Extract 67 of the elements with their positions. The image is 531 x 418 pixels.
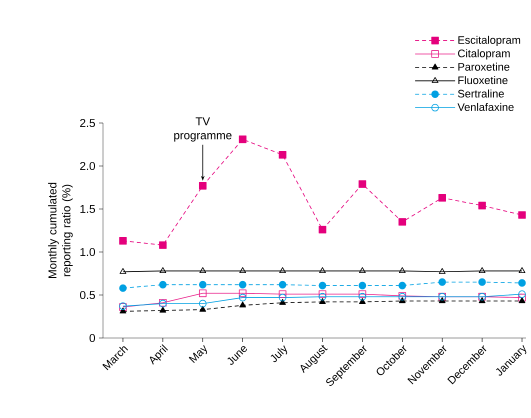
point bbox=[319, 267, 326, 274]
point bbox=[478, 278, 486, 286]
point bbox=[518, 279, 526, 287]
point bbox=[518, 211, 526, 219]
point bbox=[238, 294, 246, 302]
legend-label: Citalopram bbox=[458, 49, 510, 60]
point bbox=[318, 292, 326, 301]
point bbox=[198, 300, 207, 308]
point bbox=[398, 267, 406, 274]
point bbox=[119, 284, 127, 292]
point bbox=[278, 290, 286, 298]
point bbox=[518, 297, 526, 304]
point bbox=[159, 241, 167, 249]
point bbox=[358, 292, 366, 301]
point bbox=[478, 267, 486, 274]
point bbox=[238, 136, 246, 144]
annotation: TV programme bbox=[174, 117, 232, 142]
point bbox=[358, 180, 366, 188]
point bbox=[518, 294, 526, 302]
point bbox=[319, 298, 326, 304]
point bbox=[239, 302, 246, 308]
point bbox=[478, 202, 486, 210]
point bbox=[159, 280, 167, 288]
point bbox=[238, 289, 246, 298]
x-tick-label: May bbox=[188, 344, 208, 364]
point bbox=[518, 267, 526, 274]
y-tick-label: 1.5 bbox=[80, 205, 95, 213]
point bbox=[438, 194, 446, 202]
point bbox=[160, 306, 166, 313]
legend-label: Escitalopram bbox=[458, 36, 520, 46]
point bbox=[238, 280, 246, 288]
y-tick-label: 0 bbox=[90, 334, 96, 342]
point bbox=[359, 298, 366, 304]
point bbox=[438, 268, 446, 274]
point bbox=[278, 280, 286, 288]
point bbox=[278, 294, 286, 302]
y-tick-label: 1.0 bbox=[80, 248, 96, 256]
point bbox=[119, 237, 127, 245]
y-tick-label: 2.0 bbox=[80, 162, 96, 170]
point bbox=[359, 267, 366, 274]
point bbox=[318, 282, 326, 290]
point bbox=[438, 278, 446, 286]
point bbox=[160, 267, 166, 274]
point bbox=[358, 290, 366, 298]
y-axis-title: Monthly cumulated reporting ratio (%) bbox=[48, 182, 73, 278]
point bbox=[398, 218, 406, 226]
point bbox=[198, 289, 207, 298]
legend-label: Venlafaxine bbox=[458, 102, 514, 111]
x-tick-label: July bbox=[270, 345, 288, 362]
point bbox=[239, 267, 246, 274]
point bbox=[518, 290, 526, 298]
legend-label: Fluoxetine bbox=[458, 76, 508, 84]
point bbox=[358, 282, 366, 290]
legend-label: Paroxetine bbox=[458, 62, 510, 71]
point bbox=[398, 282, 406, 290]
y-tick-label: 0.5 bbox=[80, 290, 95, 300]
point bbox=[318, 226, 326, 234]
point bbox=[198, 280, 207, 288]
point bbox=[318, 290, 326, 298]
point bbox=[120, 308, 126, 314]
y-tick-label: 2.5 bbox=[80, 118, 95, 128]
point bbox=[198, 182, 207, 190]
point bbox=[279, 267, 286, 274]
point bbox=[278, 151, 286, 159]
point bbox=[199, 267, 206, 274]
legend-label: Sertraline bbox=[458, 90, 504, 98]
point bbox=[120, 268, 126, 274]
